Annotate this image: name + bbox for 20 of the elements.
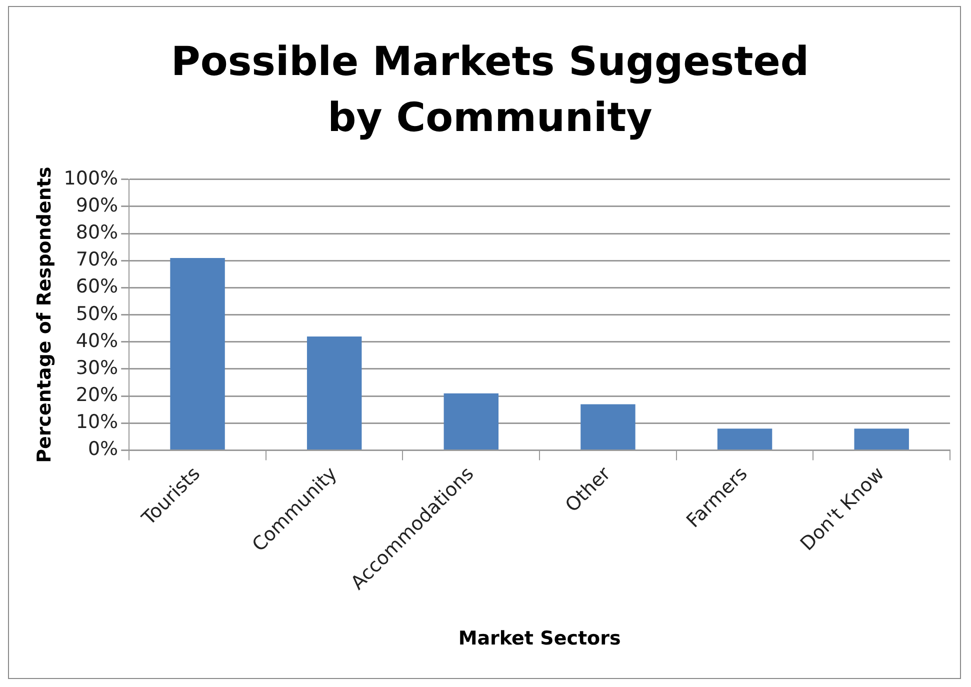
bar (170, 258, 225, 450)
y-tick-label: 30% (76, 356, 118, 379)
y-tick-label: 50% (76, 302, 118, 325)
y-tick-label: 90% (76, 194, 118, 216)
x-axis-title: Market Sectors (458, 628, 621, 650)
y-tick-label: 100% (64, 167, 118, 190)
y-tick-label: 0% (88, 438, 118, 460)
bar (580, 404, 636, 450)
bar (717, 428, 772, 450)
y-axis-title: Percentage of Respondents (33, 166, 56, 463)
chart-title: Possible Markets Suggested by Community (170, 38, 810, 143)
bar (306, 336, 362, 450)
y-tick-label: 70% (76, 248, 118, 271)
y-tick-label: 20% (76, 384, 118, 406)
bar (444, 393, 499, 450)
y-tick-label: 80% (76, 222, 118, 244)
y-tick-label: 40% (76, 330, 118, 352)
y-tick-label: 10% (76, 411, 118, 434)
bar (854, 428, 909, 450)
y-tick-label: 60% (76, 276, 118, 298)
